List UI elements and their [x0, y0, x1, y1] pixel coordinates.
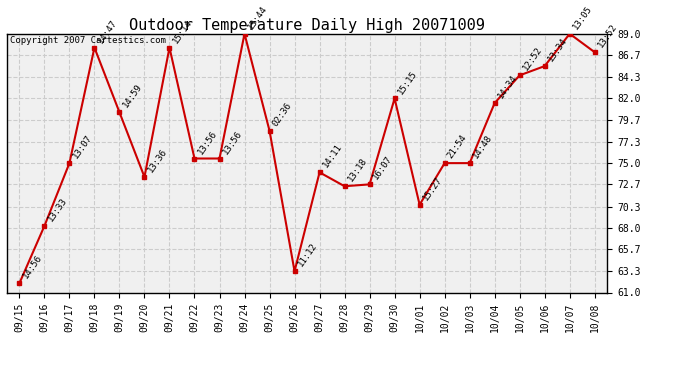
Text: 13:44: 13:44: [246, 4, 268, 31]
Text: 15:14: 15:14: [171, 18, 194, 45]
Title: Outdoor Temperature Daily High 20071009: Outdoor Temperature Daily High 20071009: [129, 18, 485, 33]
Text: 21:54: 21:54: [446, 133, 469, 160]
Text: 14:56: 14:56: [21, 253, 43, 280]
Text: Copyright 2007 Cartestics.com: Copyright 2007 Cartestics.com: [10, 36, 166, 45]
Text: 14:34: 14:34: [496, 73, 519, 100]
Text: 13:07: 13:07: [71, 133, 94, 160]
Text: 12:52: 12:52: [521, 45, 544, 72]
Text: 14:11: 14:11: [321, 142, 344, 170]
Text: 02:36: 02:36: [271, 101, 294, 128]
Text: 13:36: 13:36: [146, 147, 168, 174]
Text: 13:56: 13:56: [196, 129, 219, 156]
Text: 13:18: 13:18: [346, 156, 368, 183]
Text: 15:15: 15:15: [396, 69, 419, 96]
Text: 13:34: 13:34: [546, 36, 569, 63]
Text: 13:05: 13:05: [571, 4, 594, 31]
Text: 14:47: 14:47: [96, 18, 119, 45]
Text: 11:12: 11:12: [296, 241, 319, 268]
Text: 15:27: 15:27: [421, 175, 444, 202]
Text: 13:56: 13:56: [221, 129, 244, 156]
Text: 14:48: 14:48: [471, 133, 494, 160]
Text: 14:59: 14:59: [121, 82, 144, 110]
Text: 13:33: 13:33: [46, 196, 68, 223]
Text: 13:52: 13:52: [596, 22, 619, 50]
Text: 16:07: 16:07: [371, 154, 394, 182]
